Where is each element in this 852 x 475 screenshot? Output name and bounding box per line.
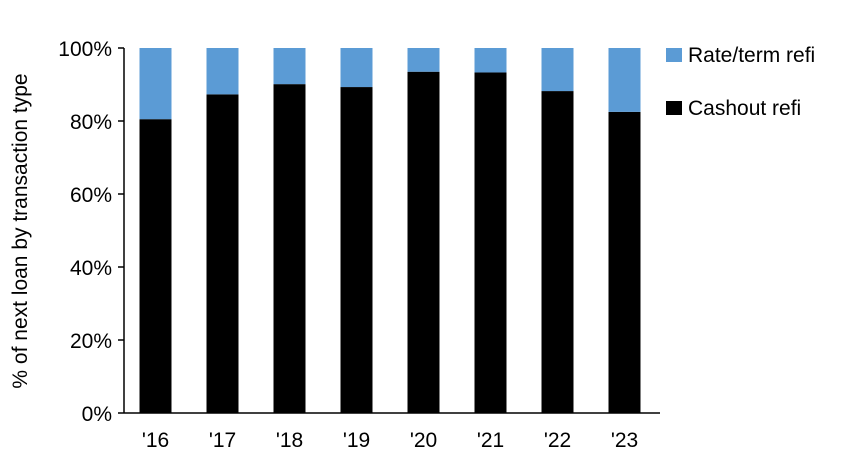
x-tick-label: '17 xyxy=(209,429,236,452)
bar-cashout-refi-5 xyxy=(474,72,507,413)
bar-rate-term-refi-2 xyxy=(273,48,306,85)
y-tick-label: 60% xyxy=(70,184,112,207)
x-tick-label: '20 xyxy=(410,429,437,452)
bar-rate-term-refi-3 xyxy=(340,48,373,88)
x-tick-label: '19 xyxy=(343,429,370,452)
legend-label: Rate/term refi xyxy=(688,44,815,67)
bar-cashout-refi-6 xyxy=(541,91,574,413)
y-tick-label: 40% xyxy=(70,257,112,280)
legend-label: Cashout refi xyxy=(688,97,801,120)
bar-rate-term-refi-5 xyxy=(474,48,507,73)
x-tick-label: '16 xyxy=(142,429,169,452)
y-tick-label: 20% xyxy=(70,330,112,353)
legend-swatch xyxy=(666,48,682,62)
bar-cashout-refi-3 xyxy=(340,87,373,414)
bar-cashout-refi-4 xyxy=(407,71,440,413)
x-tick-label: '21 xyxy=(477,429,504,452)
y-axis-label: % of next loan by transaction type xyxy=(9,73,32,388)
y-tick-label: 80% xyxy=(70,111,112,134)
bar-cashout-refi-1 xyxy=(206,94,239,413)
legend-swatch xyxy=(666,101,682,115)
bar-rate-term-refi-1 xyxy=(206,48,239,95)
bar-rate-term-refi-4 xyxy=(407,48,440,72)
bar-rate-term-refi-0 xyxy=(139,48,172,120)
y-tick-label: 100% xyxy=(58,38,112,61)
bar-rate-term-refi-6 xyxy=(541,48,574,92)
x-tick-label: '18 xyxy=(276,429,303,452)
x-tick-label: '23 xyxy=(611,429,638,452)
legend: Rate/term refi Cashout refi xyxy=(666,44,815,120)
y-tick-label: 0% xyxy=(82,403,112,426)
bar-cashout-refi-7 xyxy=(608,111,641,413)
bar-cashout-refi-0 xyxy=(139,119,172,414)
x-tick-label: '22 xyxy=(544,429,571,452)
bar-cashout-refi-2 xyxy=(273,84,306,413)
bar-rate-term-refi-7 xyxy=(608,48,641,112)
